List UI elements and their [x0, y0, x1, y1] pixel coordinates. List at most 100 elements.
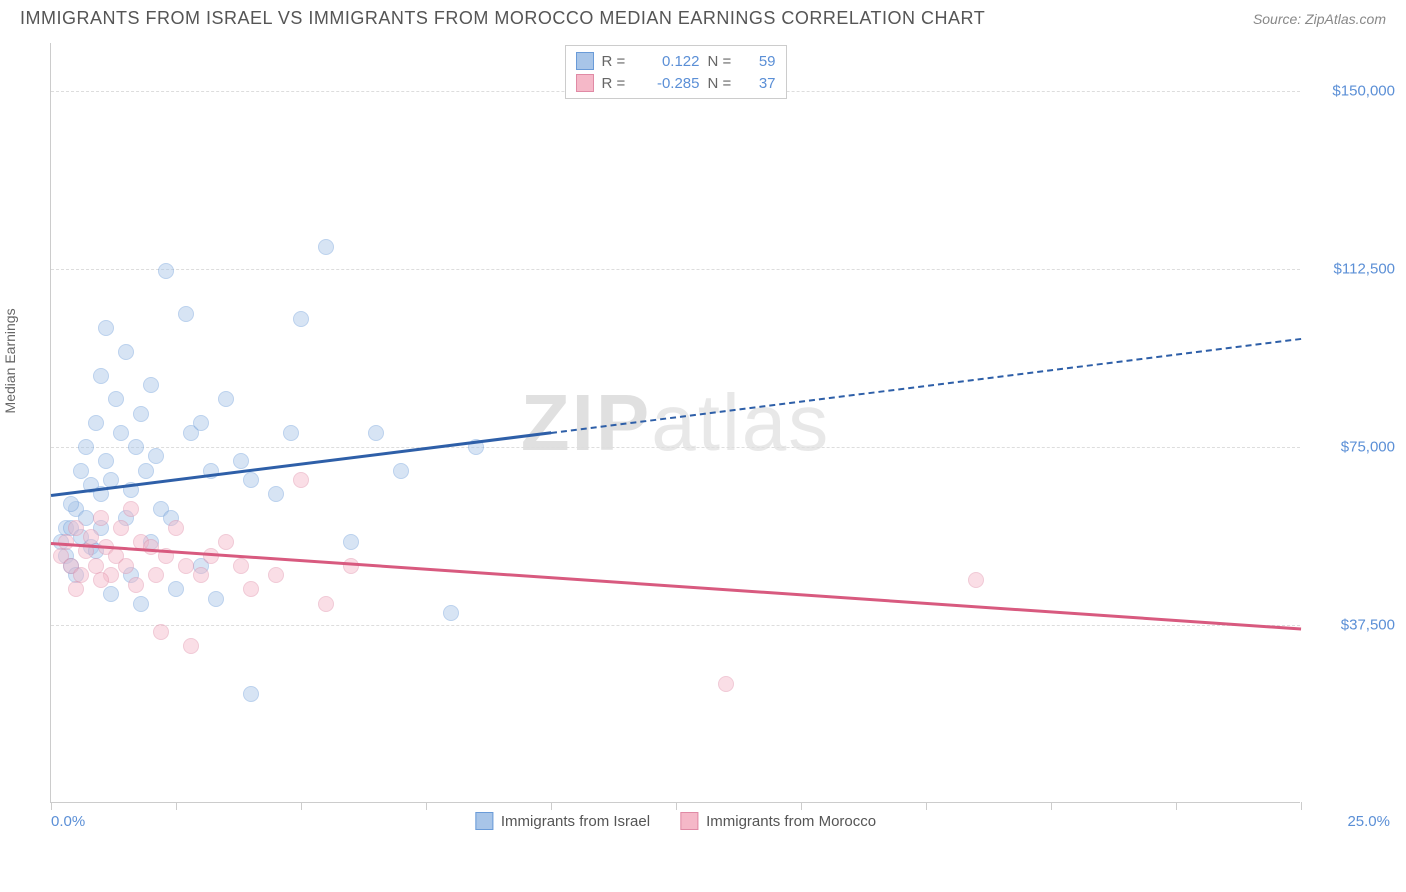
data-point [158, 263, 174, 279]
data-point [293, 472, 309, 488]
y-tick-label: $75,000 [1341, 438, 1395, 455]
data-point [208, 591, 224, 607]
data-point [168, 520, 184, 536]
data-point [183, 638, 199, 654]
data-point [193, 415, 209, 431]
data-point [193, 567, 209, 583]
legend-series: Immigrants from Israel Immigrants from Mo… [475, 812, 876, 830]
data-point [113, 520, 129, 536]
data-point [718, 676, 734, 692]
data-point [393, 463, 409, 479]
watermark: ZIPatlas [521, 377, 830, 469]
data-point [143, 539, 159, 555]
data-point [293, 311, 309, 327]
legend-stats: R =0.122N =59R =-0.285N =37 [565, 45, 787, 99]
data-point [968, 572, 984, 588]
data-point [368, 425, 384, 441]
data-point [343, 558, 359, 574]
data-point [113, 425, 129, 441]
scatter-plot: ZIPatlas R =0.122N =59R =-0.285N =37 Imm… [50, 43, 1300, 803]
data-point [128, 577, 144, 593]
data-point [203, 548, 219, 564]
legend-swatch [576, 74, 594, 92]
data-point [128, 439, 144, 455]
data-point [93, 368, 109, 384]
data-point [148, 448, 164, 464]
legend-swatch [475, 812, 493, 830]
data-point [153, 624, 169, 640]
data-point [83, 529, 99, 545]
data-point [78, 439, 94, 455]
data-point [118, 558, 134, 574]
data-point [98, 453, 114, 469]
data-point [318, 596, 334, 612]
legend-series-label: Immigrants from Israel [501, 813, 650, 830]
data-point [243, 472, 259, 488]
data-point [268, 486, 284, 502]
r-value: -0.285 [640, 75, 700, 92]
x-tick-label: 0.0% [51, 813, 85, 830]
y-tick-label: $112,500 [1334, 260, 1395, 277]
y-axis-label: Median Earnings [2, 308, 18, 413]
legend-swatch [576, 52, 594, 70]
data-point [218, 534, 234, 550]
x-tick [51, 802, 52, 810]
data-point [93, 510, 109, 526]
n-label: N = [708, 75, 738, 92]
n-label: N = [708, 53, 738, 70]
data-point [243, 581, 259, 597]
data-point [73, 463, 89, 479]
data-point [138, 463, 154, 479]
data-point [68, 520, 84, 536]
data-point [143, 377, 159, 393]
x-tick [1176, 802, 1177, 810]
data-point [178, 306, 194, 322]
data-point [318, 239, 334, 255]
data-point [123, 501, 139, 517]
data-point [233, 453, 249, 469]
data-point [268, 567, 284, 583]
legend-series-item: Immigrants from Israel [475, 812, 650, 830]
legend-series-item: Immigrants from Morocco [680, 812, 876, 830]
x-tick [801, 802, 802, 810]
x-tick [1301, 802, 1302, 810]
data-point [218, 391, 234, 407]
legend-stat-row: R =0.122N =59 [576, 50, 776, 72]
data-point [103, 586, 119, 602]
r-value: 0.122 [640, 53, 700, 70]
x-tick [676, 802, 677, 810]
data-point [133, 406, 149, 422]
legend-swatch [680, 812, 698, 830]
chart-container: Median Earnings ZIPatlas R =0.122N =59R … [0, 33, 1406, 883]
data-point [443, 605, 459, 621]
x-tick [176, 802, 177, 810]
gridline [51, 269, 1300, 270]
y-tick-label: $150,000 [1332, 82, 1395, 99]
x-tick-label: 25.0% [1347, 813, 1390, 830]
trend-line [51, 542, 1301, 630]
data-point [118, 344, 134, 360]
gridline [51, 447, 1300, 448]
x-tick [926, 802, 927, 810]
x-tick [551, 802, 552, 810]
data-point [233, 558, 249, 574]
r-label: R = [602, 53, 632, 70]
chart-source: Source: ZipAtlas.com [1253, 11, 1386, 27]
data-point [63, 496, 79, 512]
n-value: 37 [746, 75, 776, 92]
chart-title: IMMIGRANTS FROM ISRAEL VS IMMIGRANTS FRO… [20, 8, 985, 29]
r-label: R = [602, 75, 632, 92]
legend-stat-row: R = -0.285 N = 37 [576, 72, 776, 94]
data-point [68, 581, 84, 597]
data-point [243, 686, 259, 702]
data-point [98, 320, 114, 336]
data-point [283, 425, 299, 441]
legend-series-label: Immigrants from Morocco [706, 813, 876, 830]
x-tick [1051, 802, 1052, 810]
data-point [108, 391, 124, 407]
data-point [178, 558, 194, 574]
data-point [343, 534, 359, 550]
data-point [168, 581, 184, 597]
x-tick [426, 802, 427, 810]
data-point [93, 572, 109, 588]
